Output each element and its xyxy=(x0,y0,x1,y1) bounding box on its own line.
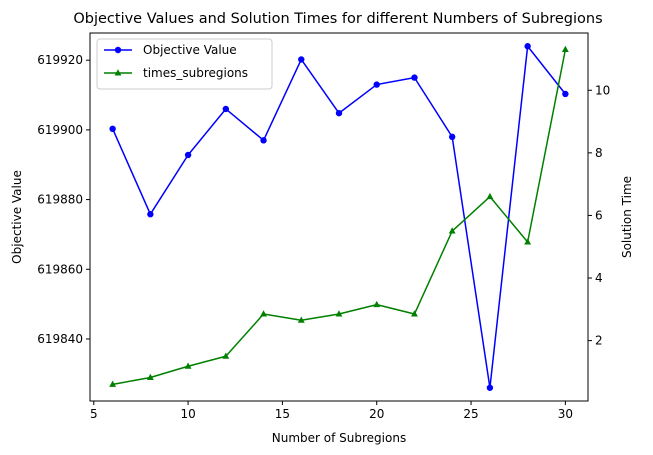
objective-value-point xyxy=(222,105,230,113)
y-right-tick-label: 6 xyxy=(595,208,603,222)
times-subregions-point xyxy=(222,352,230,359)
objective-value-series xyxy=(109,43,569,391)
times-subregions-point xyxy=(524,238,532,245)
times-subregions-point xyxy=(561,45,569,53)
y-left-tick-label: 619860 xyxy=(37,262,83,276)
chart-title: Objective Values and Solution Times for … xyxy=(73,11,602,27)
objective-value-point xyxy=(373,81,380,88)
times-subregions-point xyxy=(411,310,418,317)
legend-label-objective-value: Objective Value xyxy=(143,43,237,57)
y-axis-left-label: Objective Value xyxy=(10,170,24,264)
legend: Objective Value times_subregions xyxy=(96,38,273,90)
y-axis-right: 2 4 6 8 10 xyxy=(588,83,610,348)
y-left-tick-label: 619900 xyxy=(37,123,83,137)
y-left-tick-label: 619840 xyxy=(37,332,83,346)
y-right-tick-label: 10 xyxy=(595,83,610,97)
objective-value-point xyxy=(298,56,305,63)
y-left-tick-label: 619920 xyxy=(37,53,83,67)
legend-entry-objective-value: Objective Value xyxy=(104,43,237,57)
times-subregions-point xyxy=(297,316,305,323)
x-tick-label: 30 xyxy=(558,407,573,421)
legend-entry-times-subregions: times_subregions xyxy=(104,66,248,80)
x-axis-label: Number of Subregions xyxy=(272,431,406,445)
legend-label-times-subregions: times_subregions xyxy=(143,66,248,80)
y-left-tick-label: 619880 xyxy=(37,193,83,207)
axes-frame xyxy=(89,32,589,402)
legend-frame xyxy=(96,38,273,90)
times-subregions-point xyxy=(146,373,154,381)
x-tick-label: 5 xyxy=(90,407,98,421)
times-subregions-point xyxy=(373,300,381,308)
times-subregions-point xyxy=(335,310,343,317)
objective-value-point xyxy=(260,137,267,144)
plot-area xyxy=(89,32,589,402)
objective-value-point xyxy=(562,90,569,98)
objective-value-point xyxy=(109,125,116,133)
y-axis-right-label: Solution Time xyxy=(620,176,634,258)
y-axis-left: 619840 619860 619880 619900 619920 xyxy=(37,53,90,346)
y-right-tick-label: 8 xyxy=(595,146,603,160)
times-subregions-point xyxy=(109,380,117,387)
objective-value-point xyxy=(184,151,192,159)
legend-marker-times-subregions xyxy=(114,69,122,76)
times-subregions-point xyxy=(260,310,267,317)
x-axis: 5 10 15 20 25 30 xyxy=(90,401,573,421)
times-subregions-point xyxy=(184,362,192,369)
objective-value-point xyxy=(524,43,531,50)
x-tick-label: 15 xyxy=(275,407,290,421)
objective-value-point xyxy=(486,384,494,391)
objective-value-point xyxy=(147,211,154,218)
times-subregions-point xyxy=(448,227,456,234)
times-subregions-point xyxy=(486,192,494,200)
y-right-tick-label: 2 xyxy=(595,334,603,348)
x-tick-label: 20 xyxy=(369,407,384,421)
solution-time-series xyxy=(109,45,569,387)
x-tick-label: 25 xyxy=(463,407,478,421)
x-tick-label: 10 xyxy=(180,407,195,421)
objective-value-point xyxy=(448,133,456,141)
legend-marker-objective-value xyxy=(114,46,122,54)
y-right-tick-label: 4 xyxy=(595,271,603,285)
objective-value-point xyxy=(335,109,343,117)
objective-value-point xyxy=(411,74,418,81)
